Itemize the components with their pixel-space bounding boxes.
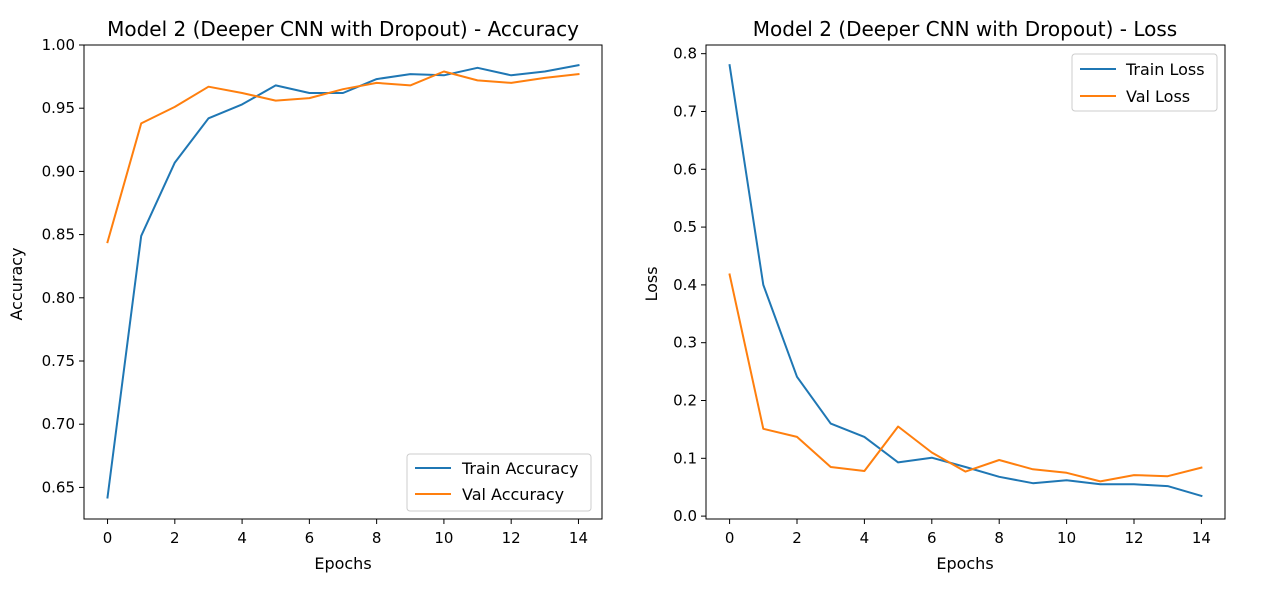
- series-lines: [728, 64, 1203, 498]
- y-tick-label: 0.85: [42, 226, 75, 244]
- y-tick-label: 0.7: [673, 102, 697, 120]
- y-tick-label: 0.70: [42, 415, 75, 433]
- y-tick-label: 0.65: [42, 478, 75, 496]
- axis-ticks: 0 2 4 6 8 10 12 14 0.65 0.70 0.75 0.80 0.85 0.90 0.95 1…: [42, 36, 588, 547]
- x-tick-label: 12: [502, 529, 521, 547]
- series-lines: [106, 64, 580, 499]
- legend-label-val-accuracy: Val Accuracy: [462, 485, 564, 504]
- y-tick-label: 0.3: [673, 334, 697, 352]
- y-tick-label: 0.80: [42, 289, 75, 307]
- x-tick-label: 0: [725, 529, 735, 547]
- y-tick-label: 0.5: [673, 218, 697, 236]
- x-tick-label: 14: [569, 529, 588, 547]
- x-tick-label: 4: [237, 529, 247, 547]
- x-tick-label: 10: [1057, 529, 1076, 547]
- series-line-train-accuracy: [106, 64, 580, 499]
- y-axis-label: Accuracy: [7, 247, 26, 320]
- plot-frame: [705, 44, 1226, 520]
- y-tick-label: 0.95: [42, 99, 75, 117]
- legend-label-train-accuracy: Train Accuracy: [461, 459, 579, 478]
- y-tick-label: 0.0: [673, 507, 697, 525]
- x-tick-label: 8: [994, 529, 1004, 547]
- y-tick-label: 0.6: [673, 160, 697, 178]
- x-tick-label: 6: [927, 529, 937, 547]
- x-tick-label: 2: [170, 529, 180, 547]
- axis-ticks: 0 2 4 6 8 10 12 14 0.0 0.1 0.2 0.3 0.4 0.5 0.6 0.7 0.8: [673, 45, 1211, 547]
- chart-title: Model 2 (Deeper CNN with Dropout) - Loss: [753, 17, 1177, 41]
- y-tick-label: 0.4: [673, 276, 697, 294]
- y-tick-label: 0.8: [673, 45, 697, 63]
- y-axis-label: Loss: [642, 266, 661, 301]
- y-tick-label: 0.2: [673, 392, 697, 410]
- legend-label-val-loss: Val Loss: [1126, 87, 1190, 106]
- legend-label-train-loss: Train Loss: [1125, 60, 1205, 79]
- x-axis-label: Epochs: [936, 554, 993, 573]
- accuracy-chart: Model 2 (Deeper CNN with Dropout) - Accu…: [7, 17, 603, 573]
- x-tick-label: 2: [792, 529, 802, 547]
- legend: Train Accuracy Val Accuracy: [406, 453, 592, 512]
- x-tick-label: 8: [372, 529, 382, 547]
- x-tick-label: 10: [434, 529, 453, 547]
- y-tick-label: 0.75: [42, 352, 75, 370]
- x-axis-label: Epochs: [314, 554, 371, 573]
- legend-box: [406, 453, 592, 512]
- loss-chart: Model 2 (Deeper CNN with Dropout) - Loss…: [642, 17, 1226, 573]
- x-tick-label: 0: [103, 529, 113, 547]
- y-tick-label: 1.00: [42, 36, 75, 54]
- series-line-val-loss: [728, 273, 1203, 483]
- series-line-val-accuracy: [106, 70, 580, 244]
- plot-frame: [83, 44, 603, 520]
- y-tick-label: 0.90: [42, 162, 75, 180]
- legend: Train Loss Val Loss: [1071, 53, 1218, 112]
- x-tick-label: 14: [1192, 529, 1211, 547]
- y-tick-label: 0.1: [673, 449, 697, 467]
- x-tick-label: 6: [305, 529, 315, 547]
- chart-title: Model 2 (Deeper CNN with Dropout) - Accu…: [107, 17, 579, 41]
- x-tick-label: 12: [1124, 529, 1143, 547]
- x-tick-label: 4: [860, 529, 870, 547]
- series-line-train-loss: [728, 64, 1203, 498]
